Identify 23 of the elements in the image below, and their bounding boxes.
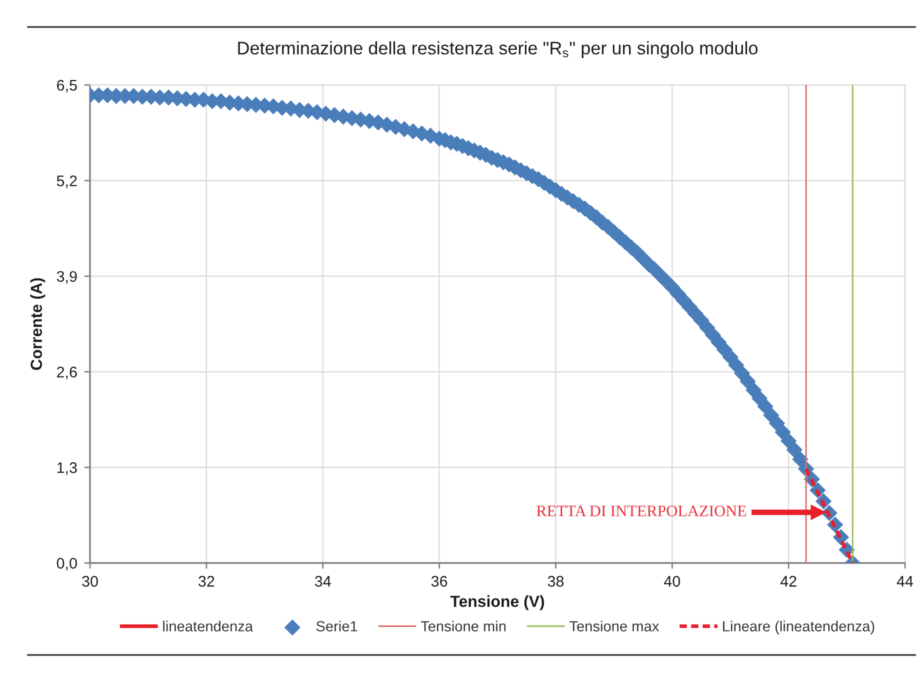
x-axis-title: Tensione (V) bbox=[450, 595, 544, 610]
y-tick-label: 0,0 bbox=[56, 558, 77, 570]
y-tick-label: 1,3 bbox=[57, 462, 77, 475]
annotation: RETTA DI INTERPOLAZIONE bbox=[536, 506, 746, 516]
y-tick-label: 6,5 bbox=[57, 80, 77, 92]
y-tick-label: 3,9 bbox=[56, 271, 77, 284]
x-tick-label: 44 bbox=[896, 576, 914, 587]
x-tick-label: 36 bbox=[431, 576, 448, 587]
x-tick-label: 42 bbox=[780, 576, 796, 587]
legend-label: Tensione min bbox=[420, 620, 506, 632]
legend-label: Serie1 bbox=[316, 620, 358, 632]
x-tick-label: 40 bbox=[664, 576, 680, 587]
y-tick-label: 2,6 bbox=[57, 366, 77, 380]
x-tick-label: 34 bbox=[314, 576, 331, 587]
legend-label: lineatendenza bbox=[163, 620, 254, 632]
y-tick-label: 5,2 bbox=[56, 175, 77, 188]
chart-title: Determinazione della resistenza serie "R$_{s}$" per un singolo modulo bbox=[238, 41, 758, 58]
legend-label: Tensione max bbox=[570, 620, 660, 632]
x-tick-label: 32 bbox=[198, 576, 214, 587]
x-tick-label: 30 bbox=[82, 576, 98, 587]
x-tick-label: 38 bbox=[548, 576, 564, 587]
legend-label: Lineare (lineatendenza) bbox=[723, 620, 874, 634]
y-axis-title: Corrente (A) bbox=[30, 278, 46, 370]
